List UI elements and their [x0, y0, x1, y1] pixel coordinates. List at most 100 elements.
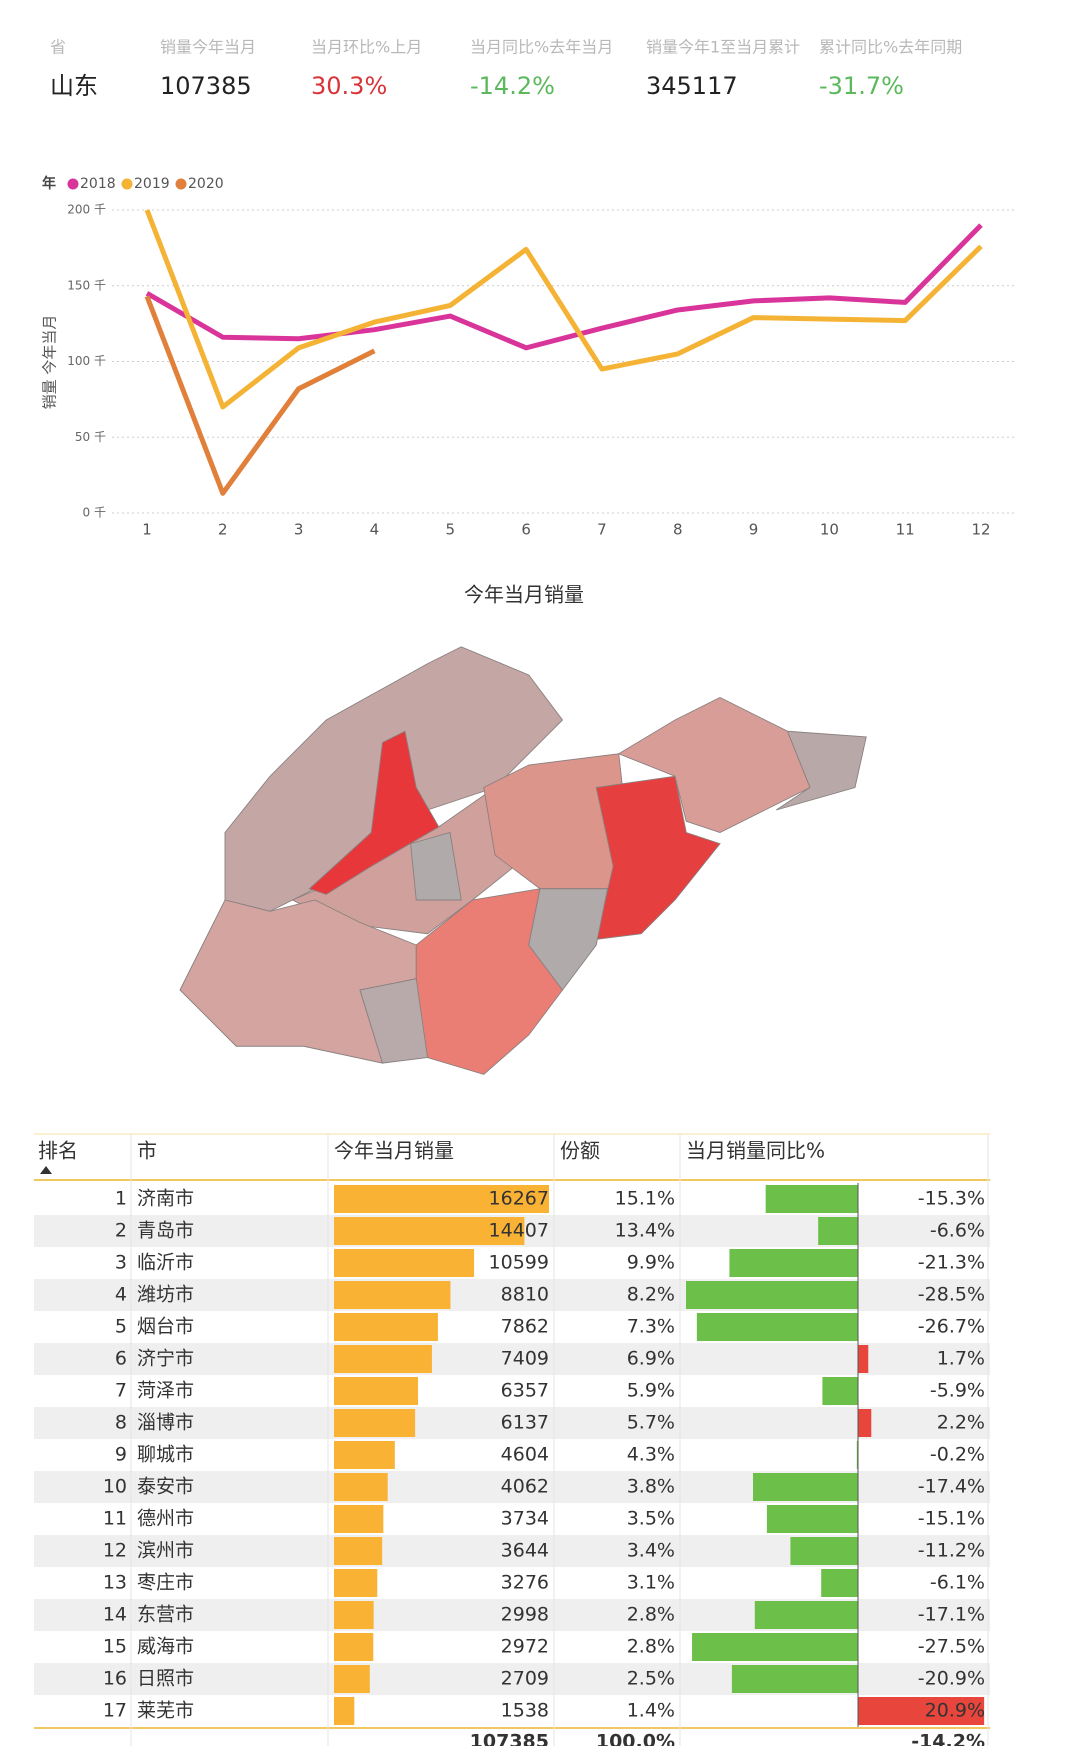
rank: 2 [115, 1220, 127, 1242]
rank: 12 [103, 1540, 127, 1562]
share: 2.5% [627, 1668, 675, 1690]
sales-bar [334, 1697, 355, 1725]
x-tick-label: 6 [521, 521, 531, 539]
yoy: 20.9% [925, 1700, 985, 1722]
legend-title: 年 [42, 175, 56, 192]
city: 菏泽市 [137, 1380, 194, 1402]
sales: 2998 [501, 1604, 549, 1626]
sales-bar [334, 1409, 416, 1437]
yoy: -28.5% [918, 1284, 985, 1306]
kpi-label: 销量今年1至当月累计 [646, 38, 800, 57]
sales: 14407 [489, 1220, 549, 1242]
x-tick-label: 1 [142, 521, 152, 539]
yoy-bar [856, 1441, 858, 1469]
kpi-label: 省 [50, 38, 66, 57]
sales: 6137 [501, 1412, 549, 1434]
yoy: -15.1% [918, 1508, 985, 1530]
rank: 17 [103, 1700, 127, 1722]
legend-swatch [175, 178, 187, 190]
sales: 3644 [501, 1540, 549, 1562]
kpi-value: -31.7% [819, 72, 904, 100]
yoy: -27.5% [918, 1636, 985, 1658]
yoy-bar [731, 1665, 858, 1693]
kpi-label: 累计同比%去年同期 [819, 38, 962, 57]
share: 4.3% [627, 1444, 675, 1466]
y-axis-label: 销量 今年当月 [41, 315, 59, 410]
yoy-bar [729, 1249, 858, 1277]
city: 日照市 [137, 1668, 194, 1690]
city: 滨州市 [137, 1540, 194, 1562]
y-tick-label: 100 千 [67, 354, 106, 368]
row-background [34, 1343, 990, 1375]
sales: 1538 [501, 1700, 549, 1722]
kpi-value: 107385 [160, 72, 252, 100]
yoy-bar [821, 1569, 858, 1597]
yoy: -15.3% [918, 1188, 985, 1210]
yoy-bar [752, 1473, 858, 1501]
x-tick-label: 12 [971, 521, 990, 539]
sales: 3734 [501, 1508, 549, 1530]
share: 3.1% [627, 1572, 675, 1594]
yoy-bar [686, 1281, 858, 1309]
sales-bar [334, 1569, 378, 1597]
x-tick-label: 7 [597, 521, 607, 539]
rank: 1 [115, 1188, 127, 1210]
total-yoy: -14.2% [911, 1731, 985, 1746]
yoy: -6.6% [930, 1220, 985, 1242]
rank: 16 [103, 1668, 127, 1690]
x-tick-label: 5 [445, 521, 455, 539]
city: 济南市 [137, 1188, 194, 1210]
sales-bar [334, 1281, 451, 1309]
total-sales: 107385 [470, 1731, 549, 1746]
rank: 13 [103, 1572, 127, 1594]
yoy-bar [858, 1409, 872, 1437]
share: 13.4% [615, 1220, 675, 1242]
legend-label: 2018 [80, 176, 116, 192]
share: 5.7% [627, 1412, 675, 1434]
sales: 10599 [489, 1252, 549, 1274]
yoy: 2.2% [937, 1412, 985, 1434]
kpi-value: -14.2% [470, 72, 555, 100]
sales: 16267 [489, 1188, 549, 1210]
sales-bar [334, 1313, 438, 1341]
yoy-bar [858, 1345, 869, 1373]
sales-bar [334, 1217, 525, 1245]
rank: 14 [103, 1604, 127, 1626]
yoy: -21.3% [918, 1252, 985, 1274]
x-tick-label: 11 [896, 521, 915, 539]
sales: 7862 [501, 1316, 549, 1338]
yoy: 1.7% [937, 1348, 985, 1370]
map-region [359, 978, 429, 1064]
city: 淄博市 [137, 1412, 194, 1434]
y-tick-label: 0 千 [83, 506, 106, 520]
legend-swatch [121, 178, 133, 190]
yoy: -11.2% [918, 1540, 985, 1562]
kpi-label: 当月同比%去年当月 [470, 38, 613, 57]
sales-bar [334, 1441, 395, 1469]
share: 8.2% [627, 1284, 675, 1306]
yoy: -0.2% [930, 1444, 985, 1466]
kpi-value: 30.3% [311, 72, 387, 100]
rank: 4 [115, 1284, 127, 1306]
map-region [308, 730, 440, 895]
sales-bar [334, 1601, 374, 1629]
x-tick-label: 10 [820, 521, 839, 539]
row-background [34, 1407, 990, 1439]
series-line [145, 223, 983, 351]
yoy: -6.1% [930, 1572, 985, 1594]
yoy: -26.7% [918, 1316, 985, 1338]
share: 2.8% [627, 1604, 675, 1626]
sales: 2972 [501, 1636, 549, 1658]
share: 3.5% [627, 1508, 675, 1530]
rank: 9 [115, 1444, 127, 1466]
yoy-bar [822, 1377, 858, 1405]
city: 东营市 [137, 1604, 194, 1626]
sales: 4062 [501, 1476, 549, 1498]
y-tick-label: 150 千 [67, 278, 106, 292]
rank: 3 [115, 1252, 127, 1274]
x-tick-label: 8 [673, 521, 683, 539]
share: 3.4% [627, 1540, 675, 1562]
rank: 5 [115, 1316, 127, 1338]
rank: 10 [103, 1476, 127, 1498]
